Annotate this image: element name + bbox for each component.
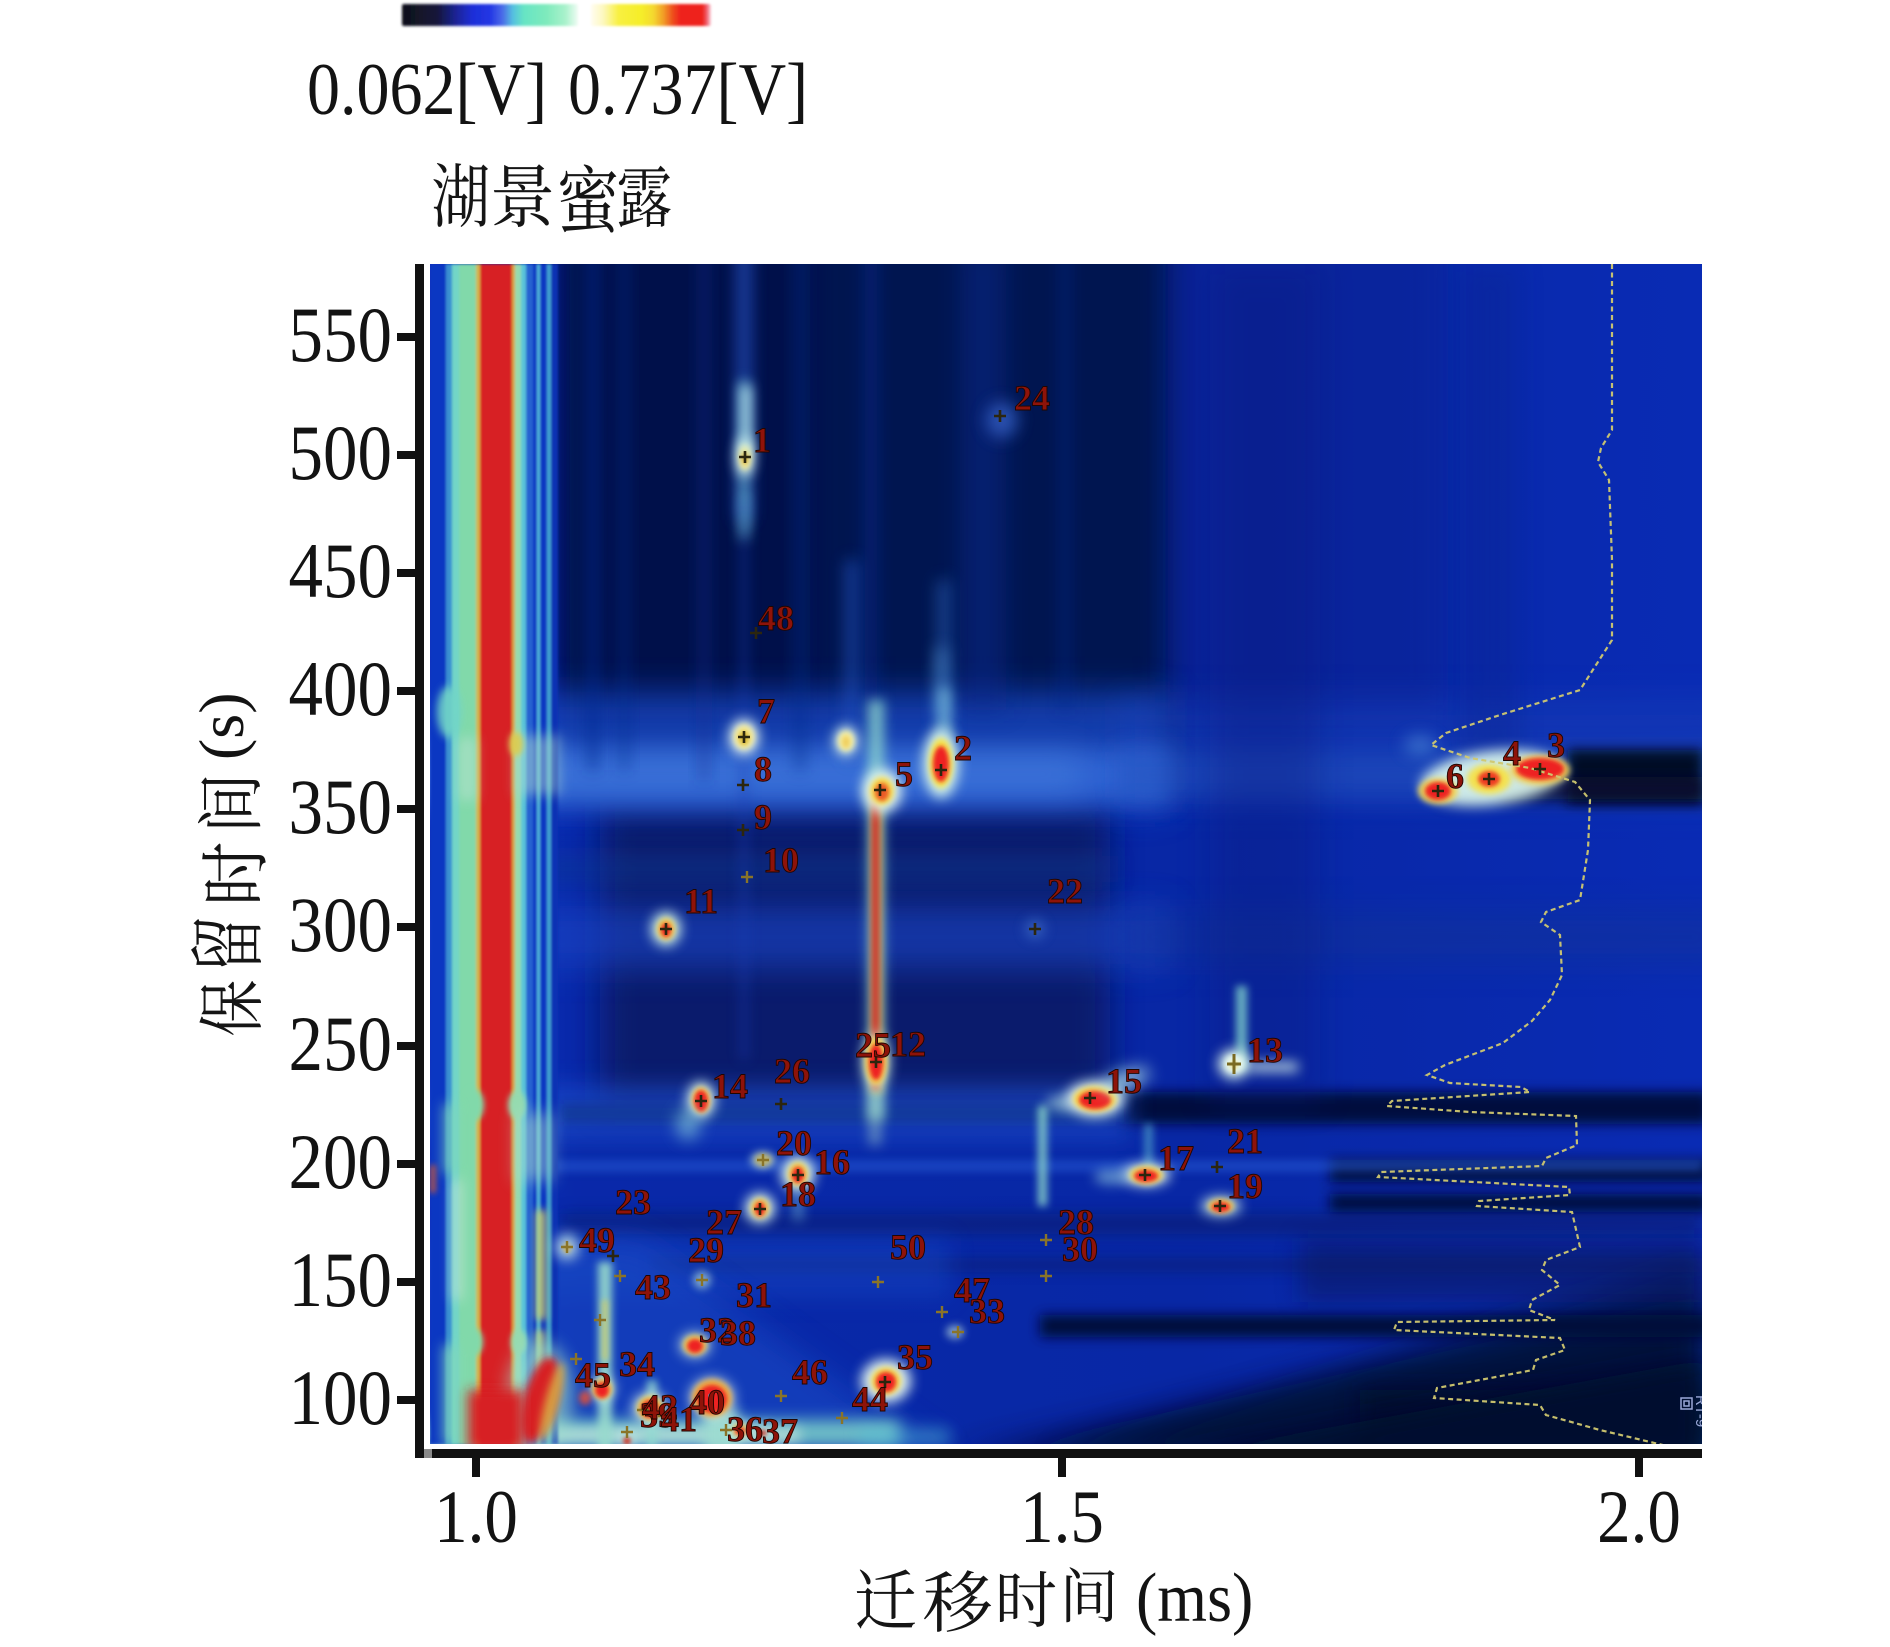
svg-text:38: 38 <box>720 1313 756 1353</box>
svg-text:42: 42 <box>642 1387 678 1427</box>
svg-text:22: 22 <box>1047 871 1083 911</box>
svg-text:14: 14 <box>712 1066 748 1106</box>
svg-text:(ms): (ms) <box>1136 1558 1253 1636</box>
svg-text:26: 26 <box>774 1051 810 1091</box>
svg-text:18: 18 <box>780 1174 816 1214</box>
svg-text:9: 9 <box>754 797 772 837</box>
svg-text:36: 36 <box>727 1409 763 1449</box>
svg-text:21: 21 <box>1227 1121 1263 1161</box>
svg-text:500: 500 <box>289 409 392 496</box>
svg-text:13: 13 <box>1247 1030 1283 1070</box>
svg-text:15: 15 <box>1106 1061 1142 1101</box>
svg-text:150: 150 <box>289 1236 392 1323</box>
svg-text:43: 43 <box>635 1267 671 1307</box>
svg-text:28: 28 <box>1058 1202 1094 1242</box>
svg-text:32: 32 <box>699 1310 735 1350</box>
svg-text:100: 100 <box>289 1354 392 1441</box>
svg-text:400: 400 <box>289 645 392 732</box>
svg-text:34: 34 <box>619 1344 655 1384</box>
svg-text:19: 19 <box>1227 1166 1263 1206</box>
svg-text:27: 27 <box>706 1202 742 1242</box>
svg-text:30: 30 <box>1062 1229 1098 1269</box>
svg-text:1: 1 <box>753 420 771 460</box>
svg-text:45: 45 <box>575 1355 611 1395</box>
svg-text:2.0: 2.0 <box>1597 1475 1681 1559</box>
svg-text:46: 46 <box>792 1352 828 1392</box>
svg-text:200: 200 <box>289 1118 392 1205</box>
svg-text:4: 4 <box>1503 733 1521 773</box>
svg-text:350: 350 <box>289 763 392 850</box>
svg-text:(s): (s) <box>186 692 257 760</box>
svg-text:7: 7 <box>757 691 775 731</box>
svg-text:23: 23 <box>615 1182 651 1222</box>
svg-text:20: 20 <box>776 1123 812 1163</box>
svg-text:41: 41 <box>661 1399 697 1439</box>
svg-text:2: 2 <box>954 728 972 768</box>
svg-text:29: 29 <box>688 1230 724 1270</box>
svg-text:33: 33 <box>969 1291 1005 1331</box>
svg-text:40: 40 <box>689 1382 725 1422</box>
svg-text:25: 25 <box>855 1025 891 1065</box>
svg-text:12: 12 <box>890 1024 926 1064</box>
svg-text:47: 47 <box>954 1270 990 1310</box>
svg-text:37: 37 <box>762 1411 798 1451</box>
svg-text:8: 8 <box>754 749 772 789</box>
svg-text:48: 48 <box>758 598 794 638</box>
svg-text:11: 11 <box>684 881 718 921</box>
svg-text:250: 250 <box>289 1000 392 1087</box>
svg-text:0.062[V]: 0.062[V] <box>307 48 547 131</box>
svg-text:0.737[V]: 0.737[V] <box>568 48 808 131</box>
svg-text:550: 550 <box>289 291 392 378</box>
svg-text:RT-9: RT-9 <box>1692 1395 1709 1427</box>
svg-text:50: 50 <box>890 1227 926 1267</box>
svg-text:3: 3 <box>1547 725 1565 765</box>
svg-text:450: 450 <box>289 527 392 614</box>
svg-text:49: 49 <box>579 1220 615 1260</box>
svg-text:5: 5 <box>895 754 913 794</box>
svg-text:1.0: 1.0 <box>434 1475 518 1559</box>
svg-text:39: 39 <box>640 1395 676 1435</box>
svg-text:35: 35 <box>897 1337 933 1377</box>
svg-text:16: 16 <box>814 1142 850 1182</box>
svg-text:10: 10 <box>763 840 799 880</box>
svg-text:24: 24 <box>1014 378 1050 418</box>
svg-text:17: 17 <box>1158 1138 1194 1178</box>
svg-text:31: 31 <box>736 1275 772 1315</box>
svg-text:300: 300 <box>289 881 392 968</box>
svg-text:44: 44 <box>852 1379 888 1419</box>
svg-text:1.5: 1.5 <box>1020 1475 1104 1559</box>
svg-text:6: 6 <box>1446 756 1464 796</box>
